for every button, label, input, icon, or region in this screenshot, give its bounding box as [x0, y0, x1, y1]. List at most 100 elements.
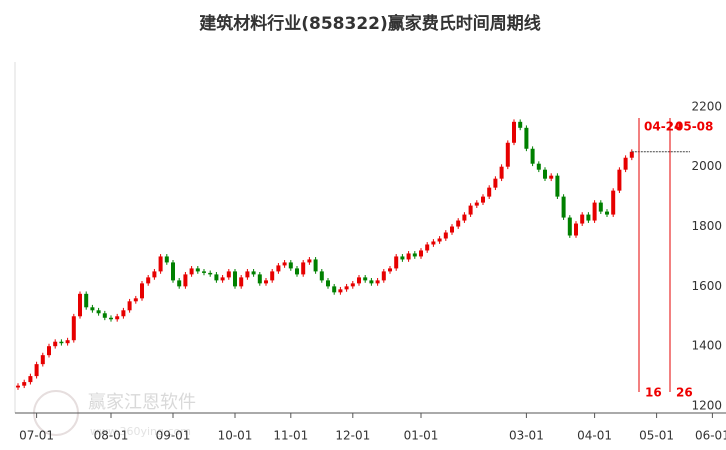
candle-body — [214, 274, 219, 281]
candle-body — [264, 280, 268, 284]
candle-body — [288, 262, 293, 269]
candle-body — [338, 289, 343, 293]
time-line-count: 16 — [645, 386, 662, 400]
time-line-date: 04-24 — [644, 120, 682, 134]
candle-body — [381, 271, 386, 281]
candle-body — [536, 163, 541, 170]
candle-body — [16, 385, 20, 388]
candle-body — [611, 190, 616, 215]
candle-body — [140, 283, 144, 299]
candle-body — [115, 316, 120, 320]
candle-body — [561, 196, 566, 218]
candle-body — [121, 310, 126, 317]
candle-body — [375, 280, 380, 284]
candle-body — [388, 268, 392, 272]
y-tick-label: 1600 — [691, 279, 722, 293]
x-tick-label: 03-01 — [509, 429, 544, 443]
time-line-date: 05-08 — [675, 120, 713, 134]
x-tick-label: 04-01 — [577, 429, 612, 443]
candle-body — [96, 310, 101, 314]
candle-body — [412, 253, 417, 257]
candle-body — [22, 382, 27, 386]
candle-body — [543, 169, 547, 179]
candle-body — [127, 301, 132, 311]
candle-body — [437, 238, 442, 242]
x-tick-label: 06-01 — [695, 429, 726, 443]
candle-body — [505, 142, 510, 167]
candle-body — [183, 274, 188, 287]
candle-body — [245, 271, 250, 278]
candle-body — [171, 262, 175, 281]
x-tick-label: 05-01 — [639, 429, 674, 443]
candle-body — [152, 271, 157, 278]
candle-body — [468, 205, 473, 215]
watermark: 赢家江恩软件 www.360ying.com — [33, 390, 196, 438]
candle-body — [617, 169, 622, 191]
candle-body — [493, 178, 498, 188]
candle-body — [425, 244, 430, 251]
candle-body — [47, 346, 51, 356]
candle-body — [357, 277, 361, 284]
y-tick-label: 1400 — [691, 339, 722, 353]
x-tick-label: 10-01 — [218, 429, 253, 443]
candle-body — [59, 341, 64, 344]
candle-body — [481, 196, 485, 203]
candle-body — [195, 268, 200, 272]
candle-body — [53, 341, 58, 347]
time-line-count: 26 — [676, 386, 693, 400]
candle-body — [257, 274, 262, 284]
candle-body — [251, 271, 256, 275]
candle-body — [133, 298, 138, 302]
candle-body — [350, 283, 355, 287]
candle-body — [474, 202, 479, 206]
candle-body — [28, 376, 33, 383]
candle-body — [109, 317, 113, 320]
candle-body — [443, 232, 448, 239]
candle-body — [574, 223, 578, 236]
candle-body — [146, 277, 151, 284]
candle-body — [580, 214, 585, 224]
candle-body — [239, 277, 244, 287]
candle-body — [518, 121, 523, 128]
x-tick-label: 11-01 — [273, 429, 308, 443]
candle-body — [40, 355, 45, 365]
candle-body — [555, 175, 560, 197]
candle-body — [450, 226, 454, 233]
x-tick-label: 12-01 — [335, 429, 370, 443]
candle-body — [164, 256, 169, 263]
candle-body — [102, 313, 107, 318]
x-tick-label: 01-01 — [404, 429, 439, 443]
candle-body — [326, 280, 330, 287]
candle-body — [276, 265, 281, 272]
candle-body — [158, 256, 163, 272]
candle-body — [499, 166, 504, 179]
candle-body — [623, 157, 628, 170]
candle-body — [598, 202, 603, 212]
candle-body — [462, 214, 467, 221]
candle-body — [78, 293, 82, 317]
x-tick-label: 08-01 — [94, 429, 129, 443]
candle-body — [177, 280, 182, 287]
candle-body — [369, 280, 374, 284]
watermark-text: 赢家江恩软件 — [88, 391, 196, 413]
candle-body — [394, 256, 399, 269]
candle-body — [524, 127, 529, 149]
candle-body — [301, 262, 306, 275]
candle-body — [313, 259, 318, 272]
candle-body — [71, 316, 76, 341]
candle-body — [65, 340, 70, 344]
candle-body — [202, 271, 206, 273]
candle-body — [512, 121, 516, 143]
y-tick-label: 2200 — [691, 99, 722, 113]
candle-body — [233, 271, 237, 287]
candle-body — [530, 148, 535, 164]
candle-body — [270, 271, 275, 281]
candle-body — [307, 259, 312, 263]
candle-body — [487, 187, 492, 197]
candle-body — [332, 286, 337, 293]
candle-body — [226, 271, 231, 278]
x-tick-label: 09-01 — [156, 429, 191, 443]
candle-body — [363, 277, 368, 281]
candle-body — [400, 256, 405, 260]
